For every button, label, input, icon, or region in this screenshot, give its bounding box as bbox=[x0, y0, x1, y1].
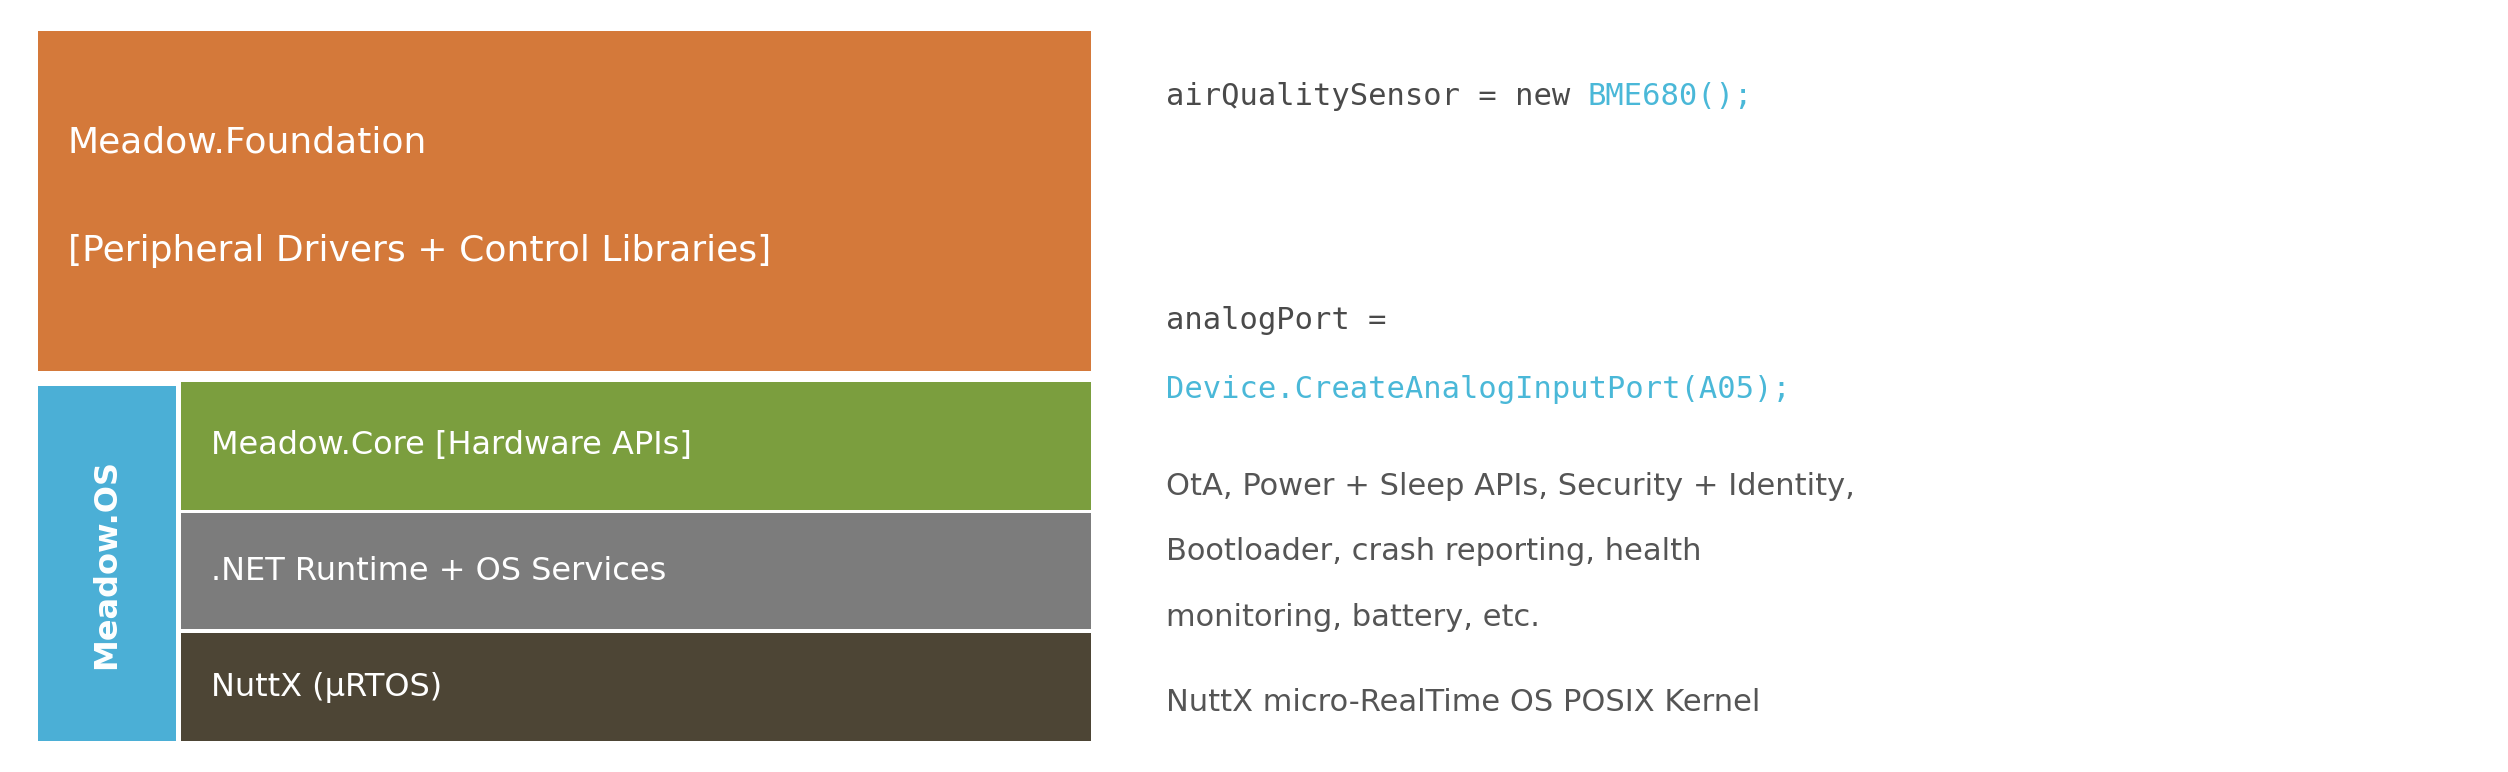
Text: Meadow.Foundation: Meadow.Foundation bbox=[68, 126, 426, 160]
Text: NuttX micro-RealTime OS POSIX Kernel: NuttX micro-RealTime OS POSIX Kernel bbox=[1166, 688, 1761, 717]
FancyBboxPatch shape bbox=[181, 513, 1091, 629]
Text: [Peripheral Drivers + Control Libraries]: [Peripheral Drivers + Control Libraries] bbox=[68, 234, 770, 268]
Text: OtA, Power + Sleep APIs, Security + Identity,: OtA, Power + Sleep APIs, Security + Iden… bbox=[1166, 472, 1856, 501]
FancyBboxPatch shape bbox=[181, 382, 1091, 510]
Text: Device.CreateAnalogInputPort(A05);: Device.CreateAnalogInputPort(A05); bbox=[1166, 375, 1791, 405]
Text: monitoring, battery, etc.: monitoring, battery, etc. bbox=[1166, 603, 1540, 632]
Text: Bootloader, crash reporting, health: Bootloader, crash reporting, health bbox=[1166, 537, 1703, 567]
FancyBboxPatch shape bbox=[38, 386, 176, 741]
Text: Meadow.Core [Hardware APIs]: Meadow.Core [Hardware APIs] bbox=[211, 430, 692, 462]
FancyBboxPatch shape bbox=[181, 633, 1091, 741]
Text: BME680();: BME680(); bbox=[1588, 82, 1753, 111]
Text: airQualitySensor = new: airQualitySensor = new bbox=[1166, 82, 1590, 111]
Text: .NET Runtime + OS Services: .NET Runtime + OS Services bbox=[211, 556, 667, 587]
Text: Meadow.OS: Meadow.OS bbox=[90, 459, 123, 669]
FancyBboxPatch shape bbox=[38, 31, 1091, 371]
Text: NuttX (μRTOS): NuttX (μRTOS) bbox=[211, 672, 441, 703]
Text: analogPort =: analogPort = bbox=[1166, 306, 1387, 335]
